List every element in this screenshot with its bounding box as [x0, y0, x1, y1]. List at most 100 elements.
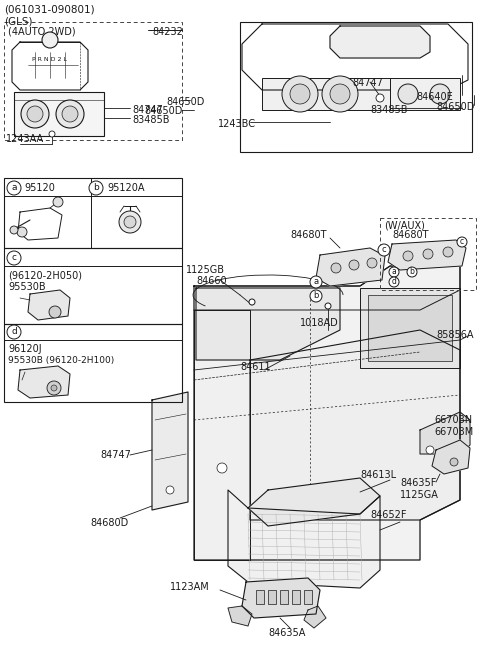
- Circle shape: [10, 226, 18, 234]
- Circle shape: [349, 260, 359, 270]
- Text: 84650D: 84650D: [144, 106, 182, 116]
- Text: 84650D: 84650D: [166, 97, 204, 107]
- Text: 84640E: 84640E: [416, 92, 453, 102]
- Text: a: a: [11, 183, 17, 193]
- Text: 66703M: 66703M: [434, 427, 473, 437]
- Bar: [4, 178, 182, 248]
- Circle shape: [124, 216, 136, 228]
- Circle shape: [47, 381, 61, 395]
- Polygon shape: [432, 440, 470, 474]
- Text: 1123AM: 1123AM: [170, 582, 210, 592]
- Circle shape: [403, 251, 413, 261]
- Text: b: b: [93, 183, 99, 193]
- Circle shape: [426, 446, 434, 454]
- Circle shape: [378, 244, 390, 256]
- Bar: [304, 590, 312, 604]
- Bar: [380, 218, 476, 290]
- Text: 83485B: 83485B: [132, 115, 169, 125]
- Text: 84747: 84747: [352, 78, 383, 88]
- Circle shape: [367, 258, 377, 268]
- Circle shape: [331, 263, 341, 273]
- Text: d: d: [11, 327, 17, 336]
- Bar: [268, 590, 276, 604]
- Circle shape: [7, 251, 21, 265]
- Text: (061031-090801): (061031-090801): [4, 4, 95, 14]
- Polygon shape: [316, 248, 385, 286]
- Circle shape: [423, 249, 433, 259]
- Bar: [292, 590, 300, 604]
- Circle shape: [376, 94, 384, 102]
- Bar: [14, 92, 104, 136]
- Circle shape: [457, 237, 467, 247]
- Bar: [360, 288, 460, 368]
- Text: 85856A: 85856A: [436, 330, 473, 340]
- Bar: [256, 590, 264, 604]
- Bar: [368, 295, 452, 361]
- Text: 1018AD: 1018AD: [300, 318, 339, 328]
- Circle shape: [407, 267, 417, 277]
- Polygon shape: [248, 478, 380, 526]
- Bar: [240, 22, 472, 152]
- Text: 84747: 84747: [132, 105, 163, 115]
- Text: 84652F: 84652F: [370, 510, 407, 520]
- Circle shape: [27, 106, 43, 122]
- Circle shape: [325, 303, 331, 309]
- Text: c: c: [382, 246, 386, 254]
- Circle shape: [290, 84, 310, 104]
- Circle shape: [166, 486, 174, 494]
- Polygon shape: [196, 288, 340, 360]
- Circle shape: [119, 211, 141, 233]
- Text: b: b: [313, 292, 319, 300]
- Text: 84650D: 84650D: [436, 102, 474, 112]
- Text: b: b: [409, 267, 414, 277]
- Circle shape: [7, 325, 21, 339]
- Text: 84660: 84660: [196, 276, 227, 286]
- Text: 95530B (96120-2H100): 95530B (96120-2H100): [8, 356, 114, 365]
- Circle shape: [62, 106, 78, 122]
- Circle shape: [49, 306, 61, 318]
- Polygon shape: [242, 578, 320, 618]
- Circle shape: [430, 84, 450, 104]
- Text: 96120J: 96120J: [8, 344, 42, 354]
- Text: 95120A: 95120A: [107, 183, 144, 193]
- Text: (W/AUX): (W/AUX): [384, 221, 425, 231]
- Circle shape: [282, 76, 318, 112]
- Text: 1125GB: 1125GB: [186, 265, 225, 275]
- Circle shape: [249, 299, 255, 305]
- Text: c: c: [12, 254, 16, 263]
- Circle shape: [7, 181, 21, 195]
- Text: 95530B: 95530B: [8, 282, 46, 292]
- Polygon shape: [330, 26, 430, 58]
- Text: 84747: 84747: [100, 450, 131, 460]
- Text: (4AUTO 2WD): (4AUTO 2WD): [8, 26, 76, 36]
- Circle shape: [21, 100, 49, 128]
- Circle shape: [17, 227, 27, 237]
- Circle shape: [53, 197, 63, 207]
- Text: a: a: [313, 277, 319, 286]
- Text: 84635F: 84635F: [400, 478, 436, 488]
- Polygon shape: [228, 606, 252, 626]
- Text: 84680T: 84680T: [392, 230, 429, 240]
- Polygon shape: [304, 606, 326, 628]
- Polygon shape: [194, 266, 460, 560]
- Text: d: d: [392, 277, 396, 286]
- Circle shape: [51, 385, 57, 391]
- Text: (96120-2H050): (96120-2H050): [8, 270, 82, 280]
- Bar: [262, 78, 392, 110]
- Polygon shape: [152, 392, 188, 510]
- Polygon shape: [420, 412, 470, 454]
- Text: 1125GA: 1125GA: [400, 490, 439, 500]
- Circle shape: [310, 290, 322, 302]
- Text: 1243BC: 1243BC: [218, 119, 256, 129]
- Text: (GLS): (GLS): [4, 16, 33, 26]
- Circle shape: [450, 458, 458, 466]
- Bar: [390, 78, 460, 110]
- Text: 66703N: 66703N: [434, 415, 472, 425]
- Text: c: c: [460, 237, 464, 246]
- Bar: [4, 22, 182, 140]
- Text: 84680T: 84680T: [290, 230, 326, 240]
- Circle shape: [89, 181, 103, 195]
- Text: 84232: 84232: [152, 27, 183, 37]
- Polygon shape: [228, 490, 380, 588]
- Circle shape: [330, 84, 350, 104]
